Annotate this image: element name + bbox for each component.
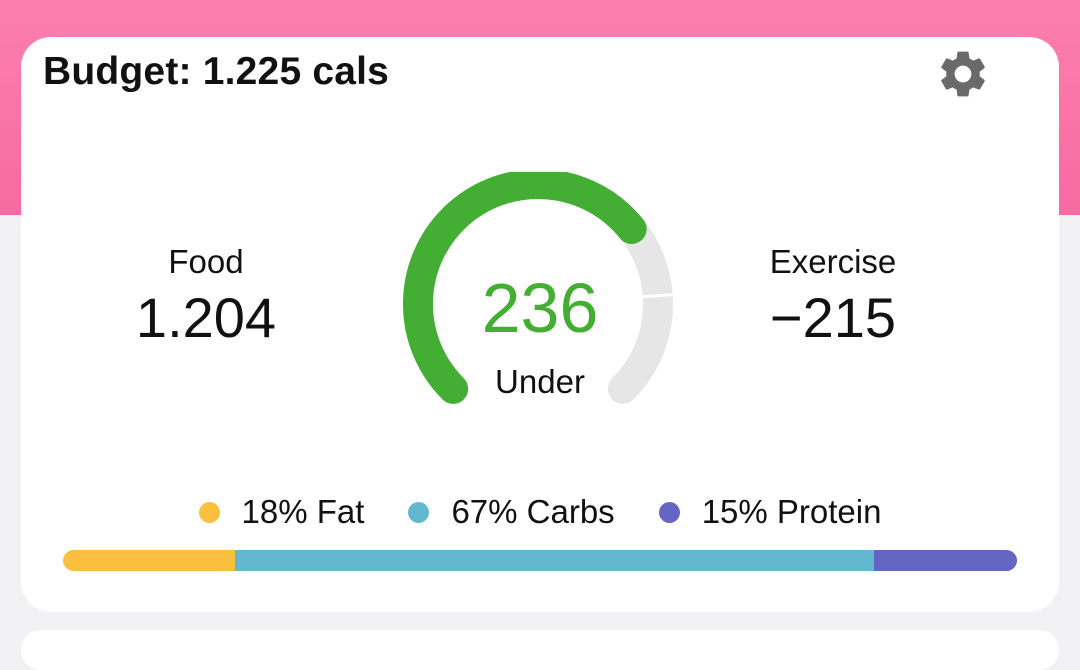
macro-legend: 18% Fat 67% Carbs 15% Protein [63, 490, 1017, 534]
protein-segment [873, 550, 1017, 571]
protein-dot [658, 501, 680, 523]
exercise-value: −215 [769, 286, 897, 349]
legend-protein: 15% Protein [658, 493, 882, 531]
fat-dot [198, 501, 220, 523]
gauge-fill [403, 172, 647, 404]
food-label: Food [168, 243, 244, 280]
gauge-notch [641, 293, 674, 299]
gear-icon[interactable] [935, 46, 991, 102]
carbs-label: 67% Carbs [451, 493, 615, 530]
fat-label: 18% Fat [241, 493, 365, 530]
budget-title: Budget: 1.225 cals [43, 50, 390, 93]
protein-label: 15% Protein [701, 493, 882, 530]
remaining-calories-label: Under [495, 363, 585, 400]
exercise-label: Exercise [769, 243, 897, 280]
carbs-segment [234, 550, 874, 571]
exercise-stat[interactable]: Exercise −215 [713, 242, 953, 350]
legend-fat: 18% Fat [198, 493, 365, 531]
carbs-dot [408, 501, 430, 523]
budget-card [21, 37, 1059, 612]
food-value: 1.204 [135, 286, 277, 349]
fat-segment [63, 550, 235, 571]
calorie-gauge [403, 172, 674, 404]
macro-distribution-bar [63, 550, 1017, 571]
next-card-edge [21, 630, 1059, 670]
food-stat[interactable]: Food 1.204 [86, 242, 326, 350]
remaining-calories-value: 236 [481, 269, 599, 347]
legend-carbs: 67% Carbs [408, 493, 615, 531]
